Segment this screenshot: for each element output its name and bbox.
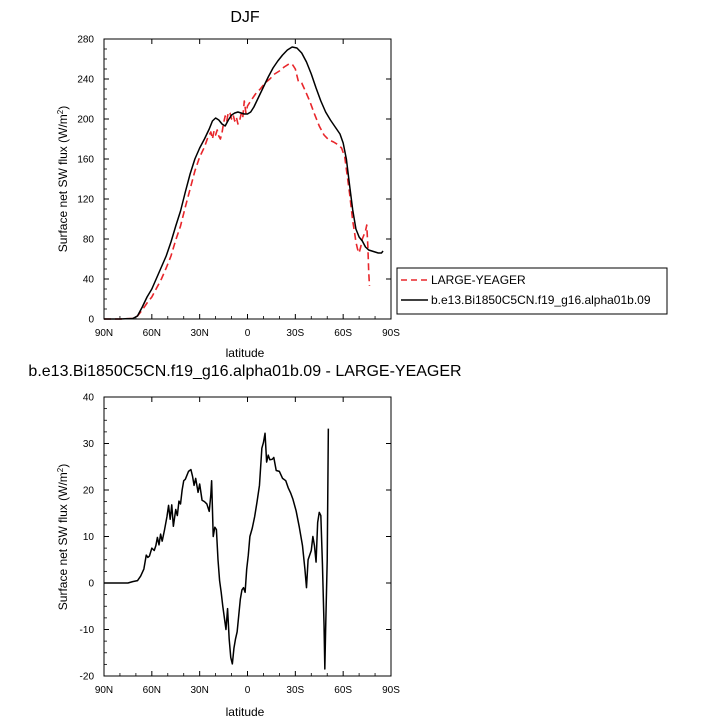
legend-label-large-yeager: LARGE-YEAGER xyxy=(431,273,526,287)
bottom-y-tick-label: 20 xyxy=(83,486,95,497)
bottom-x-axis-label: latitude xyxy=(226,705,265,719)
legend: LARGE-YEAGER b.e13.Bi1850C5CN.f19_g16.al… xyxy=(396,267,668,315)
bottom-x-tick-label: 30N xyxy=(190,685,208,696)
top-x-tick-label: 0 xyxy=(245,328,251,339)
top-plot-area: 0 40 80 120 160 200 240 280 90N 60N 30N 0 30S 60S 90S xyxy=(77,35,400,340)
top-y-tick-label: 40 xyxy=(83,275,95,286)
bottom-x-tick-label: 90N xyxy=(95,685,113,696)
legend-box xyxy=(396,267,668,315)
top-series-line-0 xyxy=(104,63,371,320)
bottom-series-line-0 xyxy=(104,428,330,670)
top-x-tick-label: 30N xyxy=(190,328,208,339)
top-series-line-1 xyxy=(104,46,384,320)
top-y-tick-label: 160 xyxy=(77,155,94,166)
bottom-y-tick-label: 0 xyxy=(88,579,94,590)
bottom-y-tick-label: 40 xyxy=(83,393,95,404)
top-x-tick-label: 90S xyxy=(382,328,400,339)
legend-label-alpha01b: b.e13.Bi1850C5CN.f19_g16.alpha01b.09 xyxy=(431,293,651,307)
bottom-y-tick-label: 30 xyxy=(83,439,95,450)
top-y-tick-label: 80 xyxy=(83,235,95,246)
top-x-tick-label: 30S xyxy=(286,328,304,339)
top-x-axis-label: latitude xyxy=(226,346,265,360)
top-x-tick-label: 60N xyxy=(143,328,161,339)
top-y-tick-label: 240 xyxy=(77,75,94,86)
top-panel: DJF 0 40 80 120 160 200 240 280 90N 60N 30N 0 30S 60S… xyxy=(56,9,668,360)
top-y-tick-label: 280 xyxy=(77,35,94,46)
bottom-x-tick-label: 0 xyxy=(245,685,251,696)
bottom-y-tick-label: -20 xyxy=(80,672,95,683)
top-x-tick-label: 60S xyxy=(334,328,352,339)
top-plot-frame xyxy=(103,38,392,320)
bottom-x-tick-label: 30S xyxy=(286,685,304,696)
bottom-x-tick-label: 90S xyxy=(382,685,400,696)
top-y-axis-label: Surface net SW flux (W/m2) xyxy=(56,106,71,252)
top-x-tick-label: 90N xyxy=(95,328,113,339)
bottom-panel: b.e13.Bi1850C5CN.f19_g16.alpha01b.09 - L… xyxy=(28,363,461,719)
bottom-y-tick-label: -10 xyxy=(80,625,95,636)
bottom-plot-frame xyxy=(103,396,392,677)
top-y-tick-label: 0 xyxy=(88,315,94,326)
top-chart-title: DJF xyxy=(230,9,260,26)
bottom-y-tick-label: 10 xyxy=(83,532,95,543)
bottom-chart-title: b.e13.Bi1850C5CN.f19_g16.alpha01b.09 - L… xyxy=(28,363,461,380)
top-y-tick-label: 120 xyxy=(77,195,94,206)
bottom-plot-area: -20 -10 0 10 20 30 40 90N 60N 30N 0 30S 60S 90S xyxy=(80,393,401,697)
bottom-x-tick-label: 60N xyxy=(143,685,161,696)
bottom-x-tick-label: 60S xyxy=(334,685,352,696)
bottom-y-axis-label: Surface net SW flux (W/m2) xyxy=(56,464,71,610)
top-y-tick-label: 200 xyxy=(77,115,94,126)
